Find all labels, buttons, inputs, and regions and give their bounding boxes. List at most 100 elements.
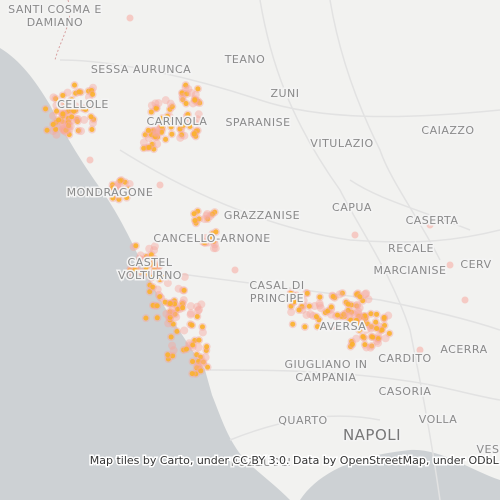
dot: [151, 128, 157, 134]
halo: [210, 240, 219, 249]
halo: [77, 127, 86, 136]
halo: [350, 309, 359, 318]
dot: [150, 284, 156, 290]
halo: [180, 272, 189, 281]
dot: [89, 127, 95, 133]
halo: [362, 289, 371, 298]
dot: [90, 91, 96, 97]
dot: [66, 132, 72, 138]
dot: [151, 146, 157, 152]
dot: [199, 324, 205, 330]
halo: [125, 180, 134, 189]
dot: [362, 313, 368, 319]
dot: [148, 132, 154, 138]
halo: [152, 126, 161, 135]
dot: [167, 301, 173, 307]
halo: [172, 313, 181, 322]
halo: [202, 211, 211, 220]
halo: [126, 270, 135, 279]
dot: [148, 275, 154, 281]
halo: [186, 310, 195, 319]
dot: [288, 303, 294, 309]
dot: [145, 127, 151, 133]
dot: [71, 108, 77, 114]
halo: [361, 290, 370, 299]
dot: [146, 144, 152, 150]
dot: [374, 325, 380, 331]
dot: [174, 306, 180, 312]
dot: [133, 243, 139, 249]
place-label: CARINOLA: [147, 115, 208, 128]
halo: [201, 234, 210, 243]
halo: [335, 290, 344, 299]
halo: [187, 88, 196, 97]
dot: [112, 189, 118, 195]
dot: [162, 299, 168, 305]
dot: [184, 346, 190, 352]
dot: [288, 290, 294, 296]
dot: [209, 211, 215, 217]
dot: [197, 100, 203, 106]
dot: [168, 124, 174, 130]
dot: [339, 290, 345, 296]
halo: [416, 346, 424, 354]
dot: [364, 321, 370, 327]
dot: [362, 342, 368, 348]
place-label: CASORIA: [379, 385, 432, 398]
dot: [91, 102, 97, 108]
dot: [180, 97, 186, 103]
dot: [294, 292, 300, 298]
dot: [116, 196, 122, 202]
dot: [369, 343, 375, 349]
dot: [154, 315, 160, 321]
halo: [137, 255, 146, 264]
dot: [66, 119, 72, 125]
dot: [63, 127, 69, 133]
dot: [330, 294, 336, 300]
halo: [316, 304, 325, 313]
halo: [153, 139, 162, 148]
dot: [165, 352, 171, 358]
dot: [75, 118, 81, 124]
halo: [52, 101, 61, 110]
halo: [315, 301, 324, 310]
halo: [179, 296, 188, 305]
halo: [354, 309, 363, 318]
halo: [88, 119, 97, 128]
dot: [159, 274, 165, 280]
halo: [161, 96, 170, 105]
place-label: CASAL DI: [249, 279, 304, 292]
dot: [180, 305, 186, 311]
halo: [367, 324, 376, 333]
dot: [167, 314, 173, 320]
dot: [213, 229, 219, 235]
halo: [193, 302, 202, 311]
dot: [164, 113, 170, 119]
dot: [149, 141, 155, 147]
dot: [317, 294, 323, 300]
dot: [196, 337, 202, 343]
dot: [302, 324, 308, 330]
dot: [354, 303, 360, 309]
dot: [152, 134, 158, 140]
dot: [172, 311, 178, 317]
dot: [181, 287, 187, 293]
halo: [347, 323, 356, 332]
place-label: CAIAZZO: [421, 124, 474, 137]
dot: [66, 123, 72, 129]
place-label: MARCIANISE: [374, 264, 447, 277]
dot: [50, 121, 56, 127]
halo: [184, 84, 193, 93]
dot: [122, 179, 128, 185]
dot: [165, 356, 171, 362]
dot: [76, 89, 82, 95]
halo: [151, 99, 160, 108]
dot: [179, 90, 185, 96]
dot: [191, 131, 197, 137]
dot: [314, 324, 320, 330]
sea: [0, 48, 290, 500]
halo: [57, 122, 66, 131]
dot: [148, 109, 154, 115]
halo: [126, 14, 134, 22]
